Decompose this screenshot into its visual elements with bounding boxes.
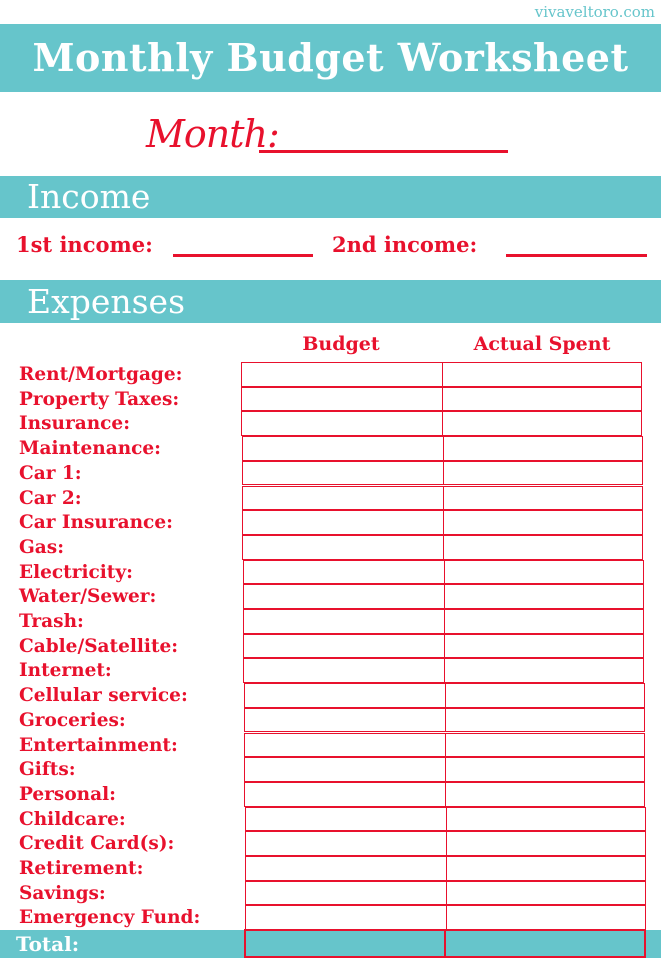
income-heading: Income: [0, 176, 661, 218]
budget-cell[interactable]: [244, 732, 446, 758]
budget-cell[interactable]: [241, 436, 444, 461]
expense-label: Entertainment:: [19, 734, 178, 756]
actual-spent-cell[interactable]: [445, 781, 646, 807]
budget-cell[interactable]: [241, 386, 444, 412]
expense-label: Electricity:: [19, 561, 133, 583]
expense-label: Trash:: [19, 611, 84, 632]
expense-label: Childcare:: [19, 808, 126, 830]
actual-spent-column-header: Actual Spent: [473, 333, 611, 355]
actual-spent-cell[interactable]: [443, 559, 644, 585]
expense-label: Car 1:: [19, 462, 82, 484]
actual-spent-cell[interactable]: [445, 806, 646, 832]
second-income-input-line[interactable]: [506, 254, 647, 257]
expense-label: Gifts:: [19, 759, 76, 781]
expense-label: Water/Sewer:: [19, 586, 157, 608]
expense-label: Property Taxes:: [19, 388, 180, 410]
actual-spent-cell[interactable]: [442, 386, 643, 412]
actual-spent-cell[interactable]: [442, 436, 643, 461]
budget-cell[interactable]: [242, 534, 445, 560]
first-income-input-line[interactable]: [173, 254, 313, 257]
actual-spent-cell[interactable]: [444, 633, 645, 659]
total-actual-cell[interactable]: [444, 929, 646, 958]
actual-spent-cell[interactable]: [446, 905, 647, 931]
budget-cell[interactable]: [242, 485, 444, 511]
expense-label: Cellular service:: [19, 685, 188, 707]
expense-label: Gas:: [19, 536, 65, 558]
expense-label: Car Insurance:: [19, 512, 173, 534]
actual-spent-cell[interactable]: [446, 880, 647, 906]
budget-cell[interactable]: [244, 781, 447, 807]
expense-label: Personal:: [19, 783, 116, 805]
month-label: Month:: [146, 112, 280, 156]
actual-spent-cell[interactable]: [442, 411, 643, 437]
actual-spent-cell[interactable]: [442, 362, 642, 387]
second-income-label: 2nd income:: [332, 232, 478, 257]
budget-cell[interactable]: [241, 362, 443, 387]
expense-label: Insurance:: [19, 413, 131, 435]
expense-label: Savings:: [19, 882, 106, 904]
expense-label: Emergency Fund:: [19, 907, 201, 929]
budget-cell[interactable]: [245, 856, 447, 881]
budget-column-header: Budget: [302, 333, 380, 355]
budget-cell[interactable]: [241, 460, 444, 486]
budget-cell[interactable]: [243, 683, 446, 708]
actual-spent-cell[interactable]: [445, 831, 646, 856]
expense-label: Internet:: [19, 660, 112, 682]
total-label: Total:: [16, 932, 80, 956]
budget-cell[interactable]: [242, 559, 445, 585]
actual-spent-cell[interactable]: [443, 485, 643, 511]
expense-label: Cable/Satellite:: [19, 635, 179, 657]
month-input-line[interactable]: [259, 150, 508, 153]
actual-spent-cell[interactable]: [443, 534, 644, 560]
expense-label: Maintenance:: [19, 438, 162, 460]
actual-spent-cell[interactable]: [444, 609, 644, 634]
actual-spent-cell[interactable]: [446, 856, 646, 881]
total-bar: [0, 930, 661, 958]
expense-label: Groceries:: [19, 709, 126, 731]
expense-label: Rent/Mortgage:: [19, 364, 183, 385]
actual-spent-cell[interactable]: [444, 658, 645, 684]
actual-spent-cell[interactable]: [445, 757, 646, 782]
budget-cell[interactable]: [243, 633, 446, 659]
site-watermark: vivaveltoro.com: [534, 3, 655, 21]
total-budget-cell[interactable]: [244, 929, 446, 958]
budget-cell[interactable]: [244, 757, 447, 782]
budget-cell[interactable]: [244, 806, 447, 832]
expense-label: Credit Card(s):: [19, 833, 175, 855]
budget-cell[interactable]: [243, 609, 445, 634]
actual-spent-cell[interactable]: [444, 683, 645, 708]
budget-cell[interactable]: [241, 411, 444, 437]
actual-spent-cell[interactable]: [443, 510, 644, 535]
page-title: Monthly Budget Worksheet: [0, 24, 661, 92]
budget-cell[interactable]: [245, 880, 448, 906]
first-income-label: 1st income:: [16, 232, 153, 257]
budget-cell[interactable]: [242, 510, 445, 535]
budget-cell[interactable]: [243, 658, 446, 684]
actual-spent-cell[interactable]: [445, 732, 645, 758]
expense-label: Car 2:: [19, 487, 82, 509]
budget-cell[interactable]: [242, 584, 445, 609]
budget-cell[interactable]: [243, 707, 446, 733]
budget-cell[interactable]: [244, 831, 447, 856]
expense-label: Retirement:: [19, 858, 144, 879]
actual-spent-cell[interactable]: [443, 584, 644, 609]
actual-spent-cell[interactable]: [444, 707, 645, 733]
actual-spent-cell[interactable]: [442, 460, 643, 486]
budget-cell[interactable]: [245, 905, 448, 931]
expenses-heading: Expenses: [0, 280, 661, 323]
